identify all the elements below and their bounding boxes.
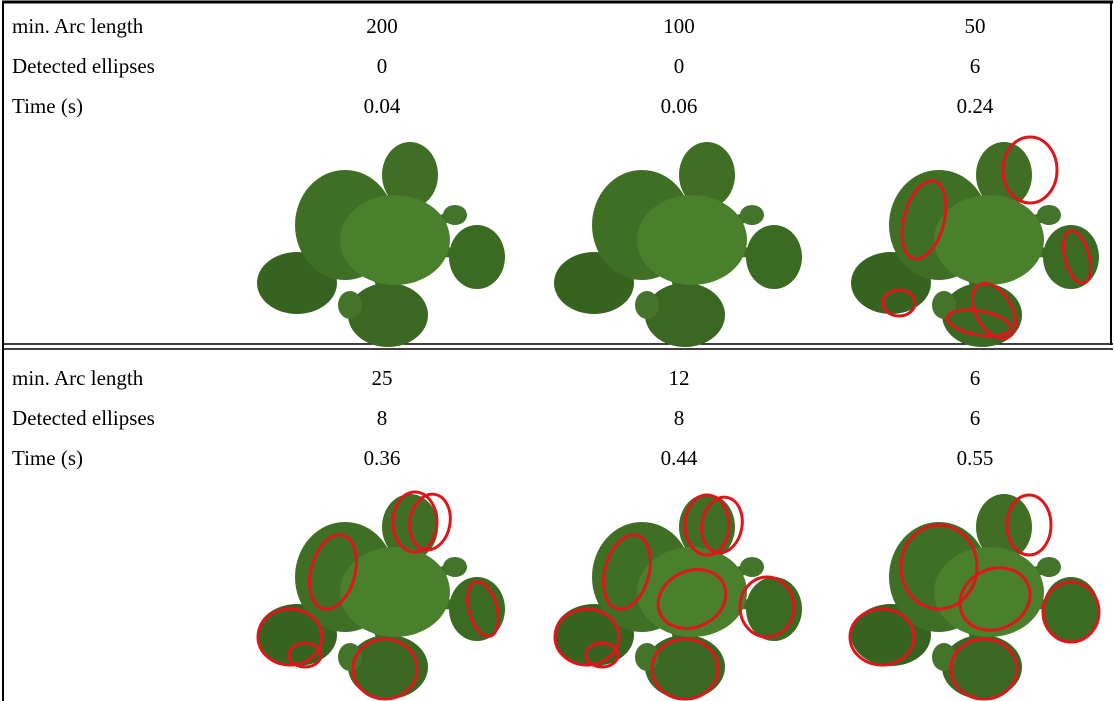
cell-value: 6: [970, 366, 981, 390]
cell-value: 8: [674, 406, 685, 430]
table-cells: min. Arc length 200 100 50 Detected ellipses…: [12, 14, 994, 470]
cell-value: 8: [377, 406, 388, 430]
cell-value: 0: [674, 54, 685, 78]
cell-value: 6: [970, 54, 981, 78]
row-label: min. Arc length: [12, 14, 144, 38]
cell-value: 12: [669, 366, 690, 390]
cell-value: 0: [377, 54, 388, 78]
cell-value: 0.04: [364, 94, 401, 118]
cell-value: 200: [366, 14, 398, 38]
row-label: Time (s): [12, 94, 83, 118]
detected-ellipses: [256, 135, 1101, 701]
cell-value: 0.44: [661, 446, 698, 470]
cell-value: 0.06: [661, 94, 698, 118]
row-label: Time (s): [12, 446, 83, 470]
cell-value: 0.24: [957, 94, 994, 118]
cell-value: 6: [970, 406, 981, 430]
row-label: min. Arc length: [12, 366, 144, 390]
cell-value: 0.55: [957, 446, 994, 470]
cell-value: 25: [372, 366, 393, 390]
row-label: Detected ellipses: [12, 406, 155, 430]
cell-value: 50: [965, 14, 986, 38]
row-label: Detected ellipses: [12, 54, 155, 78]
cell-value: 100: [663, 14, 695, 38]
cell-value: 0.36: [364, 446, 401, 470]
